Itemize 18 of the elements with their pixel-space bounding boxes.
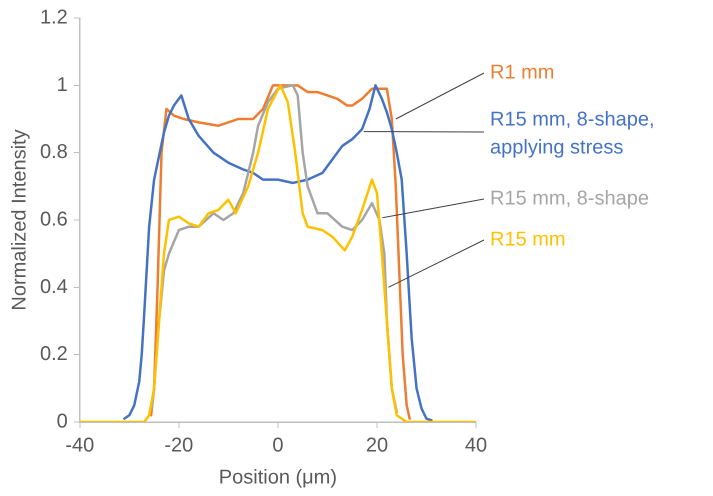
x-tick-label: -40: [65, 434, 94, 457]
y-tick-label: 1: [56, 74, 68, 96]
text: R15 mm: [490, 228, 566, 251]
x-axis-title: Position (μm): [218, 466, 338, 489]
text: R15 mm, 8-shape, applying stress: [490, 108, 655, 159]
x-tick-label: 20: [366, 434, 388, 457]
y-tick-label: 0.6: [40, 208, 68, 231]
y-tick-label: 0.8: [40, 141, 68, 164]
x-tick-label: -20: [164, 434, 194, 457]
text: R15 mm, 8-shape: [490, 188, 649, 210]
text: R1 mm: [490, 62, 554, 84]
y-axis-title: Normalized Intensity: [8, 129, 31, 311]
x-tick-label: 40: [464, 434, 488, 457]
y-tick-label: 0.4: [40, 276, 68, 298]
y-tick-label: 1.2: [40, 6, 68, 29]
y-tick-label: 0.2: [40, 343, 68, 366]
y-tick-label: 0: [56, 410, 68, 433]
x-tick-label: 0: [272, 434, 284, 457]
